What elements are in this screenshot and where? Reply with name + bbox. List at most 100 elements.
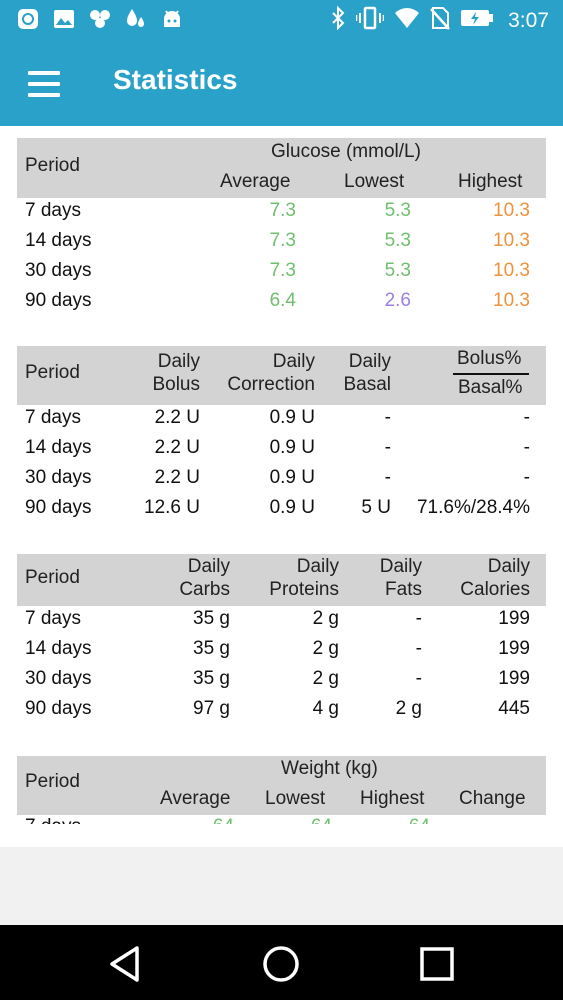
android-icon [160,7,184,31]
period-header: Period [25,362,80,383]
correction-value: 0.9 U [269,407,315,428]
table-row: 7 days 2.2 U 0.9 U - - [17,405,546,435]
status-bar: 3:07 [0,0,563,42]
app-bar: Statistics [0,42,563,126]
vibrate-icon [355,6,385,35]
battery-charging-icon [460,8,494,33]
average-value: 7.3 [269,230,296,251]
basal-value: - [384,407,391,428]
calories-value: 445 [498,698,530,719]
insulin-table-header: Period Daily Bolus Daily Correction Dail… [17,346,546,405]
app-badge-icon [16,7,40,31]
daily-proteins-header-1: Daily [296,556,339,577]
period-cell: 7 days [25,608,81,629]
notification-icons [16,7,184,31]
basal-value: - [384,467,391,488]
basal-percent-header: Basal% [458,377,523,398]
lowest-value: 5.3 [384,200,411,221]
average-value: 64 [213,816,234,824]
period-cell: 7 days [25,816,81,824]
daily-basal-header-2: Basal [343,374,391,395]
ratio-value: - [523,407,530,428]
glucose-table-header: Period Glucose (mmol/L) Average Lowest H… [17,138,546,198]
table-row: 14 days 2.2 U 0.9 U - - [17,435,546,465]
daily-fats-header-2: Fats [385,579,422,600]
table-row: 7 days 64 64 64 [17,815,546,824]
home-icon[interactable] [258,941,304,987]
calories-value: 199 [498,668,530,689]
daily-bolus-header-2: Bolus [152,374,200,395]
insulin-table: Period Daily Bolus Daily Correction Dail… [17,346,546,525]
hexagons-icon [88,7,112,31]
table-row: 90 days 12.6 U 0.9 U 5 U 71.6%/28.4% [17,495,546,525]
highest-value: 10.3 [493,230,530,251]
correction-value: 0.9 U [269,467,315,488]
lowest-header: Lowest [265,788,326,809]
average-header: Average [220,171,291,192]
bolus-value: 2.2 U [154,437,200,458]
fats-value: - [415,668,422,689]
daily-bolus-header-1: Daily [157,351,200,372]
highest-value: 64 [409,816,430,824]
hamburger-menu-icon[interactable] [18,62,62,106]
back-icon[interactable] [102,941,148,987]
daily-proteins-header-2: Proteins [269,579,339,600]
calories-value: 199 [498,638,530,659]
period-cell: 90 days [25,290,92,311]
lowest-header: Lowest [344,171,405,192]
bluetooth-icon [330,5,346,35]
period-header: Period [25,567,80,588]
nutrition-table: Period Daily Carbs Daily Proteins Daily … [17,554,546,726]
period-cell: 90 days [25,698,92,719]
table-row: 90 days 97 g 4 g 2 g 445 [17,696,546,726]
highest-value: 10.3 [493,290,530,311]
weight-table: Period Weight (kg) Average Lowest Highes… [17,756,546,824]
page-title: Statistics [113,64,238,95]
recents-icon[interactable] [414,941,460,987]
table-row: 30 days 35 g 2 g - 199 [17,666,546,696]
table-row: 7 days 35 g 2 g - 199 [17,606,546,636]
daily-correction-header-1: Daily [272,351,315,372]
calories-value: 199 [498,608,530,629]
period-cell: 14 days [25,230,92,251]
fats-value: - [415,638,422,659]
table-row: 30 days 2.2 U 0.9 U - - [17,465,546,495]
fats-value: 2 g [395,698,422,719]
proteins-value: 4 g [312,698,339,719]
highest-value: 10.3 [493,200,530,221]
glucose-table: Period Glucose (mmol/L) Average Lowest H… [17,138,546,318]
change-header: Change [459,788,526,809]
proteins-value: 2 g [312,638,339,659]
statistics-content[interactable]: Period Glucose (mmol/L) Average Lowest H… [0,126,563,847]
daily-basal-header-1: Daily [348,351,391,372]
highest-header: Highest [360,788,425,809]
highest-header: Highest [458,171,523,192]
fats-value: - [415,608,422,629]
daily-carbs-header-1: Daily [187,556,230,577]
daily-calories-header-1: Daily [487,556,530,577]
bolus-value: 2.2 U [154,467,200,488]
bolus-percent-header: Bolus% [457,348,522,369]
weight-group-header: Weight (kg) [281,758,378,779]
period-cell: 30 days [25,467,92,488]
carbs-value: 35 g [193,638,230,659]
weight-table-header: Period Weight (kg) Average Lowest Highes… [17,756,546,815]
period-cell: 14 days [25,437,92,458]
average-header: Average [160,788,231,809]
basal-value: - [384,437,391,458]
table-row: 90 days 6.4 2.6 10.3 [17,288,546,318]
proteins-value: 2 g [312,668,339,689]
period-header: Period [25,155,80,176]
ratio-divider [453,373,529,375]
wifi-icon [394,7,420,34]
status-time: 3:07 [508,8,549,32]
carbs-value: 97 g [193,698,230,719]
daily-fats-header-1: Daily [379,556,422,577]
drops-icon [124,7,148,31]
period-cell: 14 days [25,638,92,659]
period-cell: 30 days [25,260,92,281]
average-value: 6.4 [269,290,296,311]
table-row: 7 days 7.3 5.3 10.3 [17,198,546,228]
bolus-value: 2.2 U [154,407,200,428]
empty-area [0,847,563,925]
